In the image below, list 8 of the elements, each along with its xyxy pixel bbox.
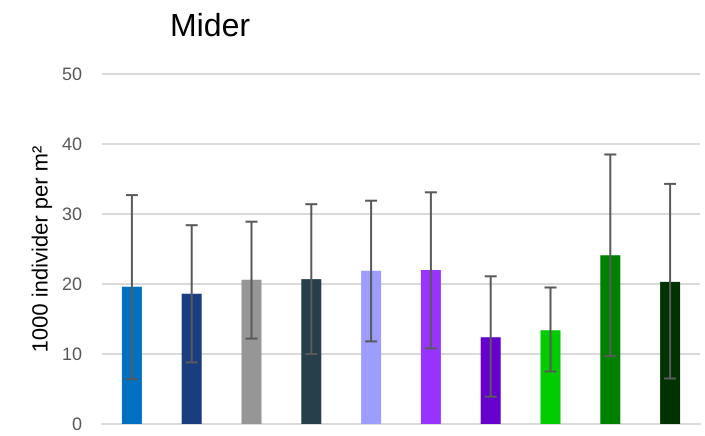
- y-tick-label: 10: [62, 344, 82, 364]
- y-tick-label: 30: [62, 204, 82, 224]
- y-tick-label: 0: [72, 414, 82, 434]
- y-axis-title: 1000 individer per m²: [28, 146, 53, 352]
- y-tick-label: 40: [62, 134, 82, 154]
- chart-title: Mider: [170, 7, 250, 43]
- y-tick-label: 20: [62, 274, 82, 294]
- y-tick-label: 50: [62, 64, 82, 84]
